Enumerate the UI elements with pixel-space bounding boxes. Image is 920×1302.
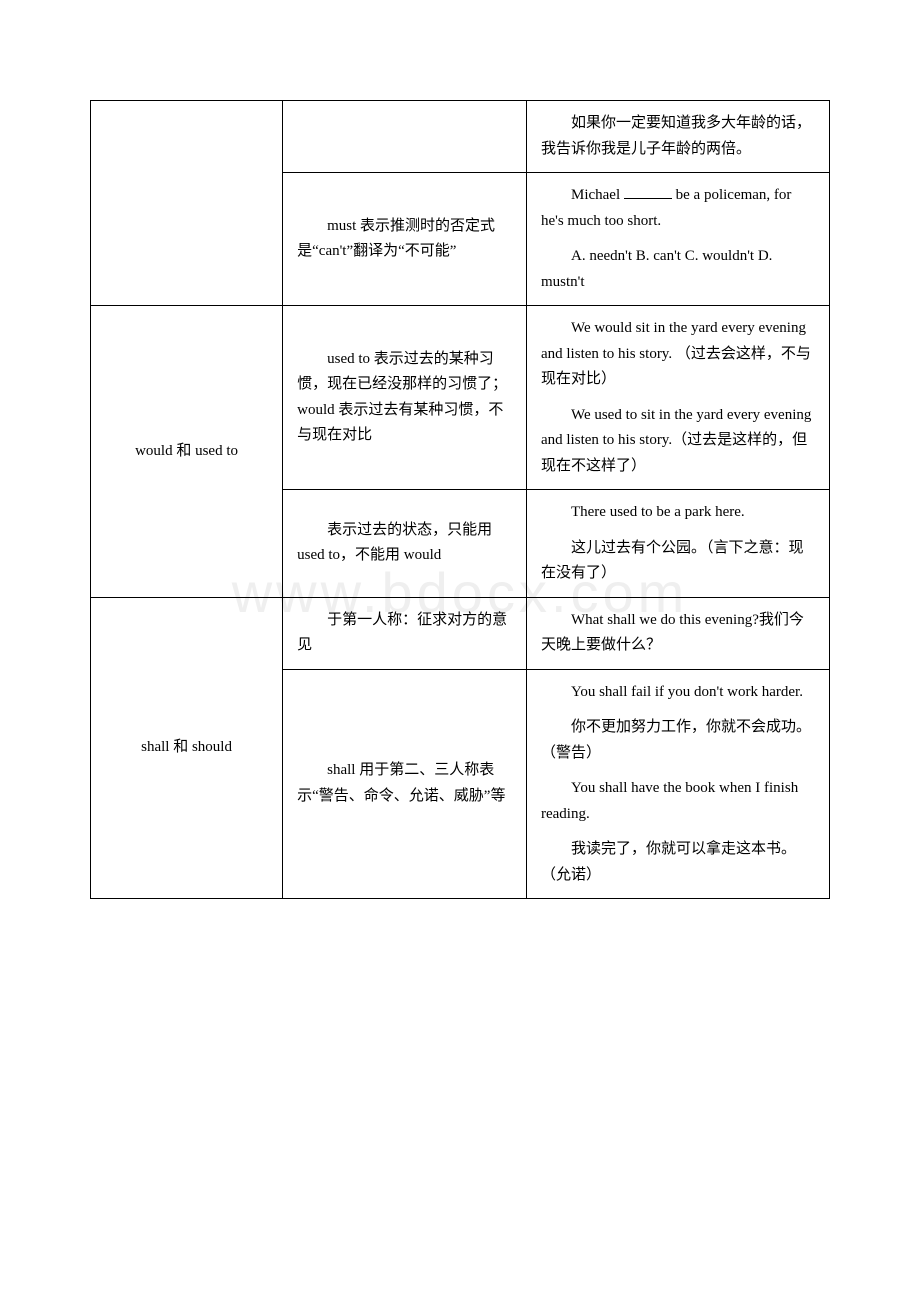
- grammar-table: 如果你一定要知道我多大年龄的话，我告诉你我是儿子年龄的两倍。 must 表示推测…: [90, 100, 830, 899]
- example-text: We would sit in the yard every evening a…: [541, 316, 815, 393]
- cell-example: There used to be a park here. 这儿过去有个公园。（…: [526, 490, 829, 598]
- example-text: 你不更加努力工作，你就不会成功。（警告）: [541, 715, 815, 766]
- example-text: A. needn't B. can't C. wouldn't D. mustn…: [541, 244, 815, 295]
- example-text: 这儿过去有个公园。（言下之意：现在没有了）: [541, 536, 815, 587]
- table-row: shall 和 should 于第一人称：征求对方的意见 What shall …: [91, 597, 830, 669]
- table-row: 如果你一定要知道我多大年龄的话，我告诉你我是儿子年龄的两倍。: [91, 101, 830, 173]
- cell-example: We would sit in the yard every evening a…: [526, 306, 829, 490]
- cell-example: What shall we do this evening?我们今天晚上要做什么…: [526, 597, 829, 669]
- cell-explanation: must 表示推测时的否定式是“can't”翻译为“不可能”: [283, 173, 527, 306]
- blank-underline: [624, 185, 672, 200]
- explanation-text: 表示过去的状态，只能用 used to，不能用 would: [297, 518, 512, 569]
- cell-example: Michael be a policeman, for he's much to…: [526, 173, 829, 306]
- cell-example: 如果你一定要知道我多大年龄的话，我告诉你我是儿子年龄的两倍。: [526, 101, 829, 173]
- cell-explanation: [283, 101, 527, 173]
- explanation-text: shall 用于第二、三人称表示“警告、命令、允诺、威胁”等: [297, 758, 512, 809]
- cell-explanation: 表示过去的状态，只能用 used to，不能用 would: [283, 490, 527, 598]
- page: www.bdocx.com 如果你一定要知道我多大年龄的话，我告诉你我是儿子年龄…: [0, 0, 920, 959]
- example-text: There used to be a park here.: [541, 500, 815, 526]
- category-label: would 和 used to: [135, 443, 238, 459]
- example-text: You shall have the book when I finish re…: [541, 776, 815, 827]
- cell-category: shall 和 should: [91, 597, 283, 899]
- cell-example: You shall fail if you don't work harder.…: [526, 669, 829, 899]
- example-text: 我读完了，你就可以拿走这本书。（允诺）: [541, 837, 815, 888]
- cell-category: would 和 used to: [91, 306, 283, 598]
- example-text: What shall we do this evening?我们今天晚上要做什么…: [541, 608, 815, 659]
- cell-explanation: shall 用于第二、三人称表示“警告、命令、允诺、威胁”等: [283, 669, 527, 899]
- cell-explanation: used to 表示过去的某种习惯，现在已经没那样的习惯了；would 表示过去…: [283, 306, 527, 490]
- example-text: You shall fail if you don't work harder.: [541, 680, 815, 706]
- explanation-text: 于第一人称：征求对方的意见: [297, 608, 512, 659]
- table-row: would 和 used to used to 表示过去的某种习惯，现在已经没那…: [91, 306, 830, 490]
- category-label: shall 和 should: [141, 739, 232, 755]
- example-text: Michael be a policeman, for he's much to…: [541, 183, 815, 234]
- example-text: We used to sit in the yard every evening…: [541, 403, 815, 480]
- cell-category: [91, 101, 283, 306]
- example-text: 如果你一定要知道我多大年龄的话，我告诉你我是儿子年龄的两倍。: [541, 111, 815, 162]
- explanation-text: used to 表示过去的某种习惯，现在已经没那样的习惯了；would 表示过去…: [297, 347, 512, 449]
- explanation-text: must 表示推测时的否定式是“can't”翻译为“不可能”: [297, 214, 512, 265]
- cell-explanation: 于第一人称：征求对方的意见: [283, 597, 527, 669]
